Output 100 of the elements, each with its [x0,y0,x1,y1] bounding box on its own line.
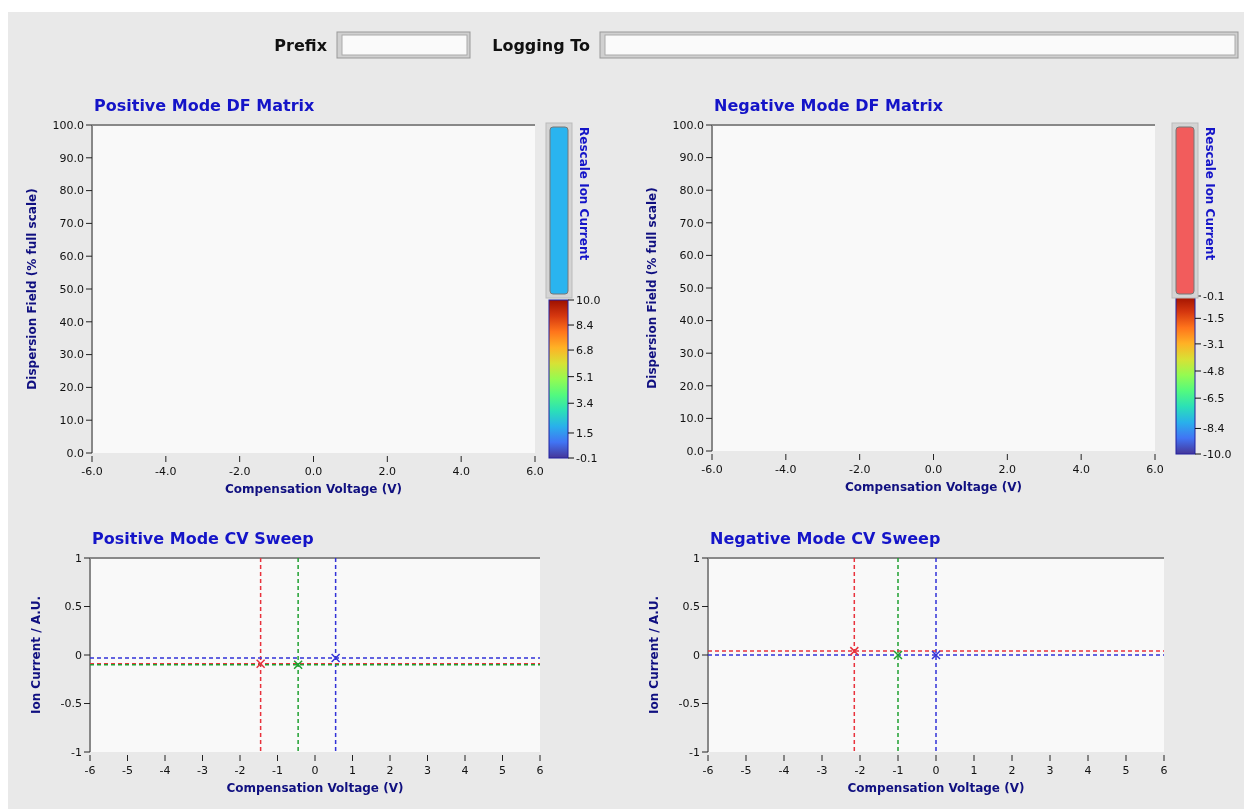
y-tick-label: 10.0 [679,412,704,426]
color-bar-label: 10.0 [576,293,601,307]
x-tick-label: -6 [702,764,714,777]
color-bar-label: -0.1 [1203,289,1225,303]
x-tick-label: -3 [816,764,828,777]
y-axis-title: Ion Current / A.U. [29,595,43,715]
y-axis-title: Dispersion Field (% full scale) [645,187,659,389]
x-axis-title: Compensation Voltage (V) [845,480,1022,494]
color-bar-label: 1.5 [576,426,594,440]
x-axis-title: Compensation Voltage (V) [847,781,1025,795]
y-tick-label: 30.0 [59,348,84,362]
x-tick-label: -3 [197,764,208,777]
y-tick-label: 10.0 [59,414,84,428]
y-tick-label: 0 [75,648,82,662]
x-tick-label: -5 [122,764,133,777]
x-tick-label: 4.0 [452,465,470,478]
color-bar-label: -1.5 [1203,312,1225,326]
x-tick-label: -2.0 [228,465,251,478]
y-tick-label: 40.0 [59,315,84,329]
color-bar-label: 5.1 [576,370,594,384]
x-tick-label: -4 [778,764,790,777]
x-tick-label: 6 [1160,764,1168,777]
color-bar-label: 8.4 [576,318,594,332]
x-axis-title: Compensation Voltage (V) [225,482,402,496]
x-tick-label: -6 [84,764,96,777]
y-tick-label: 50.0 [59,282,84,296]
y-tick-label: 60.0 [679,249,704,263]
x-axis-title: Compensation Voltage (V) [226,781,404,795]
x-tick-label: 5 [499,764,506,777]
x-tick-label: 0 [932,764,940,777]
x-tick-label: -6.0 [81,465,103,478]
y-tick-label: 0.0 [686,444,704,458]
x-tick-label: -4 [159,764,171,777]
y-tick-label: 40.0 [679,314,704,328]
color-bar-label: -0.1 [576,451,598,465]
chart-title: Negative Mode CV Sweep [710,529,941,548]
x-tick-label: 0.0 [304,465,323,478]
x-tick-label: 2 [1008,764,1016,777]
y-tick-label: 70.0 [59,217,84,231]
x-tick-label: 5 [1122,764,1130,777]
color-bar-label: -4.8 [1203,364,1225,378]
color-bar-label: -10.0 [1203,447,1232,461]
y-tick-label: 0.0 [66,446,84,460]
color-bar-label: -8.4 [1203,422,1225,436]
y-tick-label: 0.5 [682,600,700,614]
y-tick-label: 20.0 [59,381,84,395]
text: Rescale Ion Current [577,127,591,261]
x-tick-label: 1 [970,764,978,777]
x-tick-label: -4.0 [775,463,797,476]
color-bar-label: -6.5 [1203,391,1225,405]
x-tick-label: -2 [234,764,246,777]
y-tick-label: 100.0 [672,118,704,132]
chart-title: Positive Mode CV Sweep [92,529,314,548]
y-axis-title: Dispersion Field (% full scale) [25,188,39,390]
y-tick-label: 30.0 [679,347,704,361]
x-tick-label: 3 [424,764,431,777]
x-tick-label: -2.0 [848,463,871,476]
color-bar-label: -3.1 [1203,337,1225,351]
x-tick-label: 2.0 [378,465,397,478]
y-tick-label: 1 [75,551,82,565]
y-tick-label: 80.0 [59,184,84,198]
text: Rescale Ion Current [1203,127,1217,261]
x-tick-label: 4 [461,764,469,777]
x-tick-label: -5 [740,764,752,777]
x-tick-label: 3 [1046,764,1054,777]
y-tick-label: 90.0 [59,151,84,165]
x-tick-label: -4.0 [155,465,177,478]
chart-title: Positive Mode DF Matrix [94,96,316,115]
y-tick-label: 0 [693,648,700,662]
color-bar-label: 6.8 [576,343,594,357]
y-tick-label: 90.0 [679,151,704,165]
text: Prefix [274,36,328,55]
x-tick-label: -1 [272,764,283,777]
y-tick-label: 0.5 [64,600,82,614]
x-tick-label: -1 [892,764,904,777]
x-tick-label: 4 [1084,764,1092,777]
x-tick-label: 2 [386,764,394,777]
chart-title: Negative Mode DF Matrix [714,96,944,115]
x-tick-label: 1 [349,764,356,777]
x-tick-label: 6.0 [526,465,544,478]
y-tick-label: 70.0 [679,216,704,230]
x-tick-label: 6.0 [1146,463,1164,476]
y-axis-title: Ion Current / A.U. [647,595,661,715]
text: Logging To [492,36,590,55]
y-tick-label: -1 [689,745,700,759]
y-tick-label: -1 [71,745,82,759]
y-tick-label: 60.0 [59,250,84,264]
y-tick-label: -0.5 [678,697,700,711]
x-tick-label: 0 [311,764,319,777]
y-tick-label: 80.0 [679,184,704,198]
x-tick-label: 2.0 [998,463,1017,476]
y-tick-label: 20.0 [679,379,704,393]
y-tick-label: 1 [693,551,700,565]
x-tick-label: 6 [536,764,544,777]
color-bar-label: 3.4 [576,397,594,411]
x-tick-label: 0.0 [924,463,943,476]
y-tick-label: -0.5 [60,697,82,711]
x-tick-label: -2 [854,764,866,777]
x-tick-label: -6.0 [701,463,723,476]
x-tick-label: 4.0 [1072,463,1090,476]
